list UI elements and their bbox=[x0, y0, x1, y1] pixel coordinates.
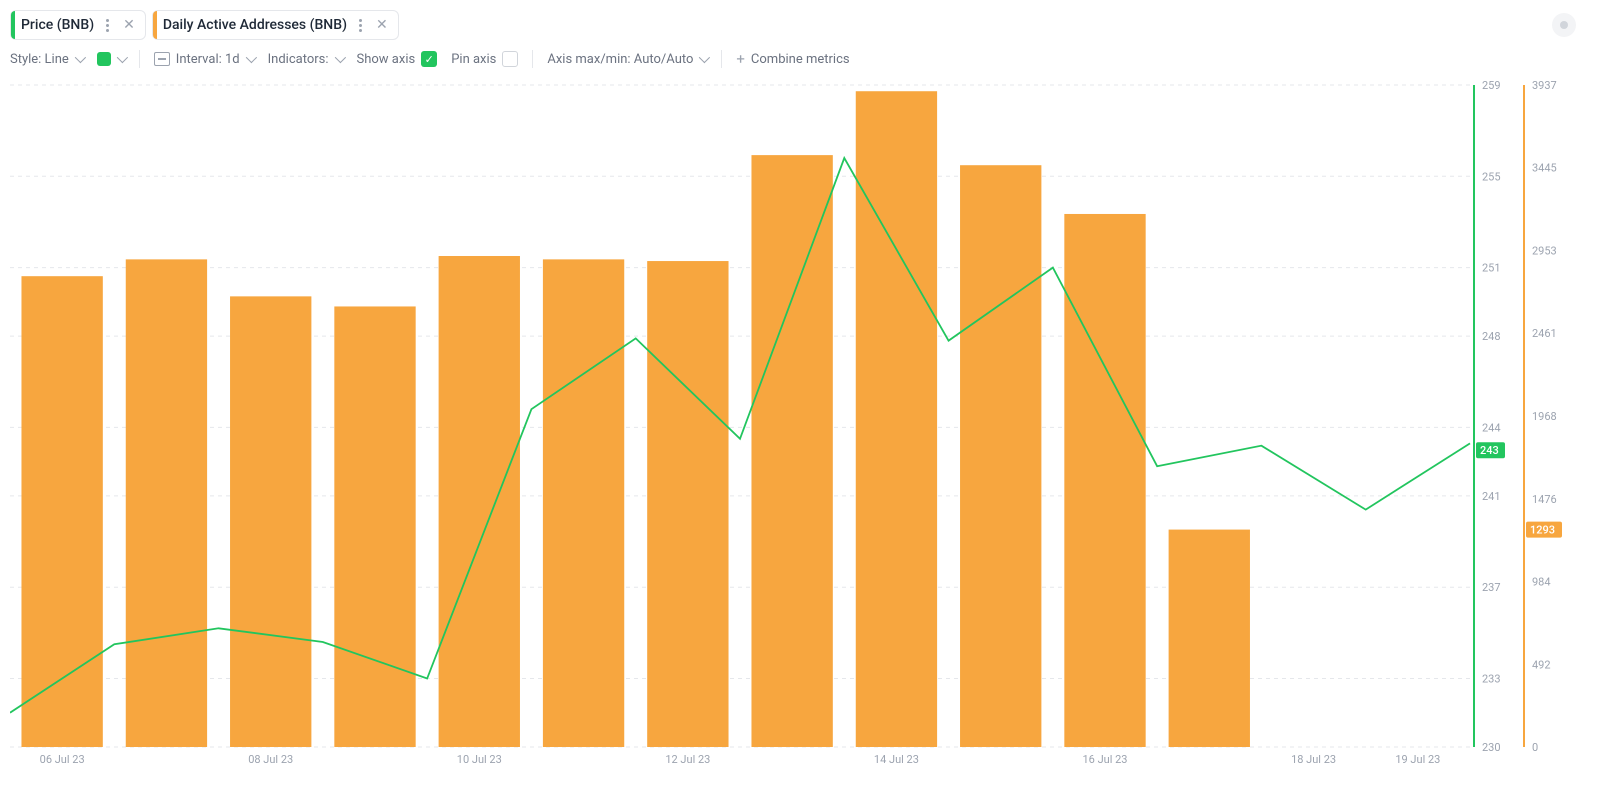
price-tick: 237 bbox=[1482, 581, 1501, 594]
bar[interactable] bbox=[1064, 214, 1145, 747]
metric-pill-addresses[interactable]: Daily Active Addresses (BNB) ✕ bbox=[152, 10, 399, 40]
pill-label: Daily Active Addresses (BNB) bbox=[163, 17, 347, 33]
bar[interactable] bbox=[856, 91, 937, 747]
chart-toolbar: Style: Line Interval: 1d Indicators: Sho… bbox=[0, 40, 1600, 74]
addresses-tick: 1968 bbox=[1532, 410, 1557, 423]
pill-label: Price (BNB) bbox=[21, 17, 94, 33]
separator bbox=[532, 50, 533, 68]
price-tick: 259 bbox=[1482, 80, 1501, 92]
pill-stripe bbox=[153, 11, 157, 39]
bar[interactable] bbox=[230, 296, 311, 747]
pill-close-icon[interactable]: ✕ bbox=[374, 17, 390, 33]
combine-label: Combine metrics bbox=[751, 52, 850, 67]
price-tick: 251 bbox=[1482, 262, 1501, 275]
pin-axis-label: Pin axis bbox=[451, 52, 496, 67]
axis-badge-text: 1293 bbox=[1530, 524, 1555, 537]
chevron-down-icon bbox=[117, 52, 128, 63]
style-label: Style: Line bbox=[10, 52, 69, 67]
checkbox-checked-icon: ✓ bbox=[421, 51, 437, 67]
bar[interactable] bbox=[334, 306, 415, 747]
addresses-tick: 3937 bbox=[1532, 80, 1557, 92]
axis-minmax-selector[interactable]: Axis max/min: Auto/Auto bbox=[547, 52, 707, 67]
axis-minmax-label: Axis max/min: Auto/Auto bbox=[547, 52, 693, 67]
metric-pill-price[interactable]: Price (BNB) ✕ bbox=[10, 10, 146, 40]
addresses-tick: 1476 bbox=[1532, 493, 1557, 506]
x-axis-label: 18 Jul 23 bbox=[1291, 753, 1336, 766]
price-tick: 233 bbox=[1482, 673, 1501, 686]
bar[interactable] bbox=[647, 261, 728, 747]
separator bbox=[721, 50, 722, 68]
bar[interactable] bbox=[126, 259, 207, 747]
status-indicator[interactable] bbox=[1552, 13, 1576, 37]
pill-menu-icon[interactable] bbox=[355, 19, 366, 32]
bar[interactable] bbox=[1169, 530, 1250, 747]
x-axis-label: 10 Jul 23 bbox=[457, 753, 502, 766]
interval-icon bbox=[154, 52, 170, 66]
pill-menu-icon[interactable] bbox=[102, 19, 113, 32]
addresses-tick: 3445 bbox=[1532, 162, 1557, 175]
x-axis-label: 19 Jul 23 bbox=[1395, 753, 1440, 766]
interval-label: Interval: 1d bbox=[176, 52, 240, 67]
addresses-tick: 492 bbox=[1532, 658, 1551, 671]
separator bbox=[139, 50, 140, 68]
x-axis-label: 08 Jul 23 bbox=[248, 753, 293, 766]
addresses-tick: 2461 bbox=[1532, 327, 1557, 340]
color-selector[interactable] bbox=[97, 52, 125, 66]
bar[interactable] bbox=[439, 256, 520, 747]
price-tick: 244 bbox=[1482, 421, 1501, 434]
indicators-label: Indicators: bbox=[268, 52, 329, 67]
bar[interactable] bbox=[960, 165, 1041, 747]
price-line[interactable] bbox=[10, 158, 1470, 713]
chevron-down-icon bbox=[334, 52, 345, 63]
pill-stripe bbox=[11, 11, 15, 39]
addresses-tick: 2953 bbox=[1532, 244, 1557, 257]
pin-axis-toggle[interactable]: Pin axis bbox=[451, 51, 518, 67]
x-axis-label: 14 Jul 23 bbox=[874, 753, 919, 766]
chart-svg[interactable]: 06 Jul 23 08 Jul 23 10 Jul 23 12 Jul 23 14 J… bbox=[10, 80, 1590, 777]
bar[interactable] bbox=[543, 259, 624, 747]
chevron-down-icon bbox=[699, 52, 710, 63]
interval-selector[interactable]: Interval: 1d bbox=[154, 52, 254, 67]
style-selector[interactable]: Style: Line bbox=[10, 52, 83, 67]
x-axis-label: 06 Jul 23 bbox=[40, 753, 85, 766]
chart-area: 06 Jul 23 08 Jul 23 10 Jul 23 12 Jul 23 14 J… bbox=[10, 80, 1590, 777]
status-dot-icon bbox=[1560, 21, 1568, 29]
axis-badge-text: 243 bbox=[1480, 444, 1499, 457]
metric-pills-bar: Price (BNB) ✕ Daily Active Addresses (BN… bbox=[0, 0, 1600, 40]
show-axis-label: Show axis bbox=[357, 52, 416, 67]
indicators-selector[interactable]: Indicators: bbox=[268, 52, 343, 67]
price-tick: 248 bbox=[1482, 330, 1501, 343]
combine-metrics-button[interactable]: + Combine metrics bbox=[736, 50, 849, 68]
price-tick: 230 bbox=[1482, 741, 1501, 754]
color-swatch bbox=[97, 52, 111, 66]
addresses-tick: 984 bbox=[1532, 576, 1551, 589]
plus-icon: + bbox=[736, 50, 745, 68]
checkbox-unchecked-icon bbox=[502, 51, 518, 67]
chevron-down-icon bbox=[245, 52, 256, 63]
show-axis-toggle[interactable]: Show axis ✓ bbox=[357, 51, 438, 67]
chevron-down-icon bbox=[75, 52, 86, 63]
bar[interactable] bbox=[751, 155, 832, 747]
addresses-tick: 0 bbox=[1532, 741, 1538, 754]
x-axis-label: 16 Jul 23 bbox=[1083, 753, 1128, 766]
x-axis-label: 12 Jul 23 bbox=[665, 753, 710, 766]
pill-close-icon[interactable]: ✕ bbox=[121, 17, 137, 33]
price-tick: 241 bbox=[1482, 490, 1501, 503]
price-tick: 255 bbox=[1482, 170, 1501, 183]
bar[interactable] bbox=[21, 276, 102, 747]
